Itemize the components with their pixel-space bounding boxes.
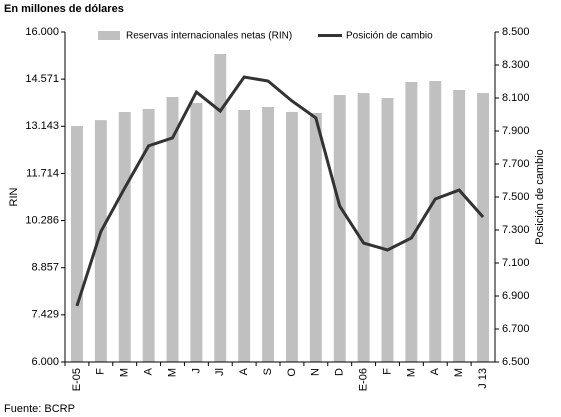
y-tick-label: 8.857 <box>31 262 59 274</box>
legend-label: Reservas internacionales netas (RIN) <box>126 31 292 42</box>
y2-tick-label: 7.300 <box>502 224 530 236</box>
bar <box>429 81 442 362</box>
bar <box>381 98 394 362</box>
x-tick-label: Jl <box>214 368 226 376</box>
bar <box>214 54 227 363</box>
x-tick-label: D <box>334 368 346 376</box>
y-tick-label: 13.143 <box>25 120 59 132</box>
bar <box>238 110 251 363</box>
x-tick-label: M <box>405 368 417 377</box>
bar <box>190 103 203 363</box>
bar <box>285 111 298 362</box>
line <box>75 75 485 307</box>
y2-tick-label: 8.500 <box>502 26 530 38</box>
y-tick-label: 16.000 <box>25 26 59 38</box>
y-tick-label: 14.571 <box>25 73 59 85</box>
legend-swatch <box>98 31 120 40</box>
bar <box>166 97 179 362</box>
x-tick-label: M <box>119 368 131 377</box>
x-tick-label: A <box>429 367 441 375</box>
y2-tick-label: 6.900 <box>502 290 530 302</box>
x-tick-label: S <box>262 368 274 375</box>
y2-tick-label: 7.900 <box>502 125 530 137</box>
x-tick-label: N <box>310 368 322 376</box>
x-tick-label: O <box>286 368 298 377</box>
bar <box>453 90 466 362</box>
bar <box>309 113 322 362</box>
y-tick-label: 7.429 <box>31 309 59 321</box>
chart-subtitle: En millones de dólares <box>4 3 124 15</box>
y-axis-title: RIN <box>8 187 20 206</box>
x-tick-label: M <box>166 368 178 377</box>
y2-tick-label: 8.300 <box>502 59 530 71</box>
y2-tick-label: 7.500 <box>502 191 530 203</box>
bar <box>405 81 418 363</box>
bar <box>118 111 131 362</box>
x-tick-label: E-06 <box>358 368 370 391</box>
x-tick-label: M <box>453 368 465 377</box>
y2-tick-label: 6.700 <box>502 323 530 335</box>
bar <box>357 93 370 363</box>
y2-tick-label: 6.500 <box>502 356 530 368</box>
y-tick-label: 6.000 <box>31 356 59 368</box>
x-tick-label: F <box>381 368 393 375</box>
y2-tick-label: 7.700 <box>502 158 530 170</box>
x-tick-label: J <box>190 368 202 374</box>
x-tick-label: A <box>143 367 155 375</box>
x-tick-label: F <box>95 368 107 375</box>
legend-label: Posición de cambio <box>346 31 433 42</box>
y-tick-label: 10.286 <box>25 214 59 226</box>
y2-tick-label: 8.100 <box>502 92 530 104</box>
y2-tick-label: 7.100 <box>502 257 530 269</box>
x-tick-label: A <box>238 367 250 375</box>
bar <box>142 108 155 362</box>
y2-axis-title: Posición de cambio <box>534 149 546 244</box>
x-tick-label: J 13 <box>477 368 489 389</box>
bar <box>94 120 107 362</box>
x-tick-label: E-05 <box>71 368 83 391</box>
y-tick-label: 11.714 <box>26 167 59 179</box>
bar <box>70 126 83 362</box>
bar <box>477 93 490 363</box>
source: Fuente: BCRP <box>4 403 75 415</box>
bar <box>333 94 346 362</box>
bar <box>262 107 275 362</box>
